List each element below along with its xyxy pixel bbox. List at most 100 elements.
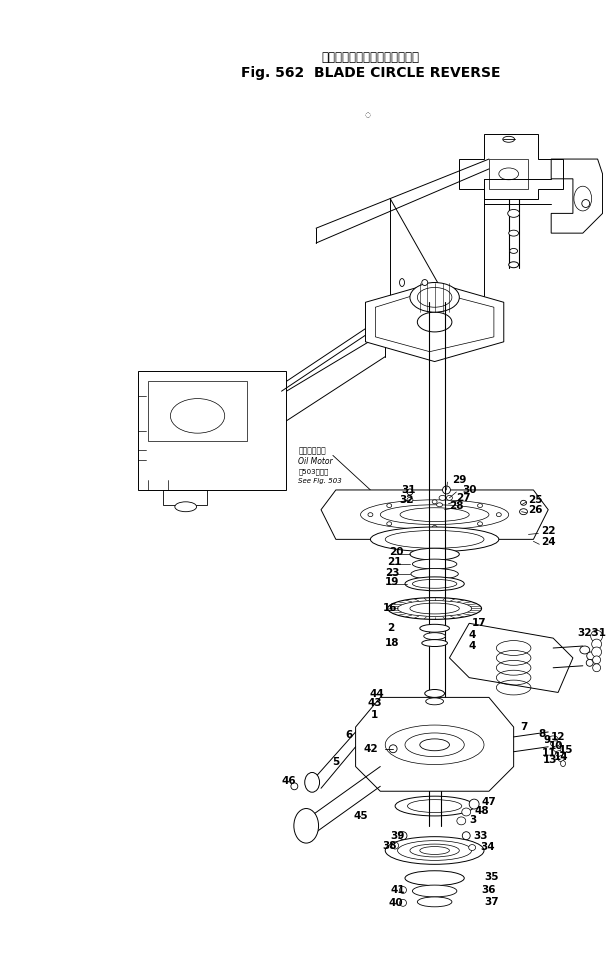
Ellipse shape (520, 508, 528, 514)
Text: 38: 38 (382, 841, 397, 850)
Ellipse shape (417, 897, 452, 907)
Text: 20: 20 (389, 547, 404, 557)
Ellipse shape (437, 503, 442, 506)
Text: 2: 2 (387, 623, 395, 633)
Ellipse shape (509, 230, 518, 236)
Text: 5: 5 (332, 757, 339, 767)
Ellipse shape (468, 844, 476, 850)
Ellipse shape (462, 832, 470, 840)
Text: 22: 22 (541, 527, 556, 537)
Text: 40: 40 (388, 898, 403, 908)
Ellipse shape (417, 312, 452, 332)
Text: 34: 34 (480, 842, 495, 851)
Text: 45: 45 (354, 811, 368, 821)
Ellipse shape (291, 783, 298, 790)
Text: ◌: ◌ (364, 112, 370, 118)
Text: See Fig. 503: See Fig. 503 (298, 478, 342, 484)
Text: 26: 26 (528, 505, 543, 514)
Text: 17: 17 (472, 618, 487, 628)
Ellipse shape (405, 577, 464, 590)
Ellipse shape (432, 526, 437, 530)
Text: 6: 6 (346, 730, 353, 740)
Text: Oil Motor: Oil Motor (298, 457, 333, 466)
Ellipse shape (558, 756, 564, 762)
Text: 42: 42 (364, 744, 378, 754)
Ellipse shape (387, 504, 392, 507)
Ellipse shape (587, 652, 595, 659)
Text: 27: 27 (456, 493, 471, 503)
Ellipse shape (426, 698, 443, 705)
Ellipse shape (442, 486, 450, 494)
Text: 33: 33 (473, 831, 487, 841)
Ellipse shape (370, 527, 499, 551)
Ellipse shape (422, 280, 428, 285)
Text: 9: 9 (544, 734, 550, 745)
Text: 16: 16 (383, 604, 398, 614)
Ellipse shape (551, 741, 559, 747)
Ellipse shape (508, 209, 520, 217)
Text: ブレード　サークル　リバース: ブレード サークル リバース (321, 51, 420, 64)
Ellipse shape (368, 512, 373, 516)
Ellipse shape (593, 656, 601, 664)
Ellipse shape (420, 739, 450, 751)
Text: 46: 46 (282, 776, 296, 786)
Text: 31: 31 (401, 485, 415, 495)
Ellipse shape (462, 808, 471, 816)
Text: 35: 35 (484, 872, 498, 882)
Ellipse shape (392, 843, 398, 849)
Ellipse shape (509, 262, 518, 268)
Text: 48: 48 (474, 806, 489, 816)
Text: 21: 21 (387, 557, 402, 567)
Text: 10: 10 (549, 741, 564, 751)
Ellipse shape (387, 522, 392, 526)
Ellipse shape (561, 761, 565, 767)
Ellipse shape (582, 200, 590, 207)
Ellipse shape (439, 496, 446, 501)
Ellipse shape (469, 799, 479, 809)
Bar (148, 381, 247, 440)
Text: 4: 4 (468, 630, 476, 640)
Ellipse shape (412, 559, 457, 569)
Ellipse shape (580, 646, 590, 654)
Ellipse shape (395, 796, 474, 816)
Text: 37: 37 (484, 897, 498, 907)
Text: 43: 43 (367, 698, 382, 708)
Polygon shape (321, 490, 548, 540)
Ellipse shape (361, 500, 509, 530)
Ellipse shape (400, 886, 406, 893)
Ellipse shape (553, 746, 561, 752)
Ellipse shape (556, 751, 562, 757)
Text: 7: 7 (520, 722, 528, 732)
Text: 18: 18 (386, 638, 400, 648)
Ellipse shape (420, 624, 450, 632)
Ellipse shape (410, 282, 459, 312)
Text: 29: 29 (453, 475, 467, 485)
Ellipse shape (388, 598, 481, 619)
Ellipse shape (400, 899, 406, 907)
Text: 23: 23 (386, 568, 400, 578)
Text: 第503図参照: 第503図参照 (298, 468, 329, 475)
Text: オイルモータ: オイルモータ (298, 446, 326, 455)
Ellipse shape (400, 279, 404, 286)
Ellipse shape (175, 502, 196, 511)
Text: 47: 47 (481, 797, 496, 807)
Ellipse shape (592, 647, 601, 656)
Text: 11: 11 (542, 748, 557, 758)
Text: 36: 36 (481, 885, 495, 895)
Ellipse shape (478, 522, 483, 526)
Text: 12: 12 (551, 731, 565, 742)
Text: 30: 30 (462, 485, 477, 495)
Text: 13: 13 (544, 755, 558, 765)
Ellipse shape (410, 548, 459, 560)
Text: 3: 3 (469, 815, 476, 825)
Ellipse shape (548, 736, 558, 742)
Ellipse shape (386, 837, 484, 864)
Ellipse shape (503, 136, 515, 142)
Ellipse shape (399, 832, 407, 840)
Ellipse shape (593, 664, 601, 672)
Text: 8: 8 (539, 729, 545, 739)
Ellipse shape (407, 498, 413, 503)
Ellipse shape (412, 885, 457, 897)
Ellipse shape (590, 630, 603, 642)
Ellipse shape (520, 501, 526, 506)
